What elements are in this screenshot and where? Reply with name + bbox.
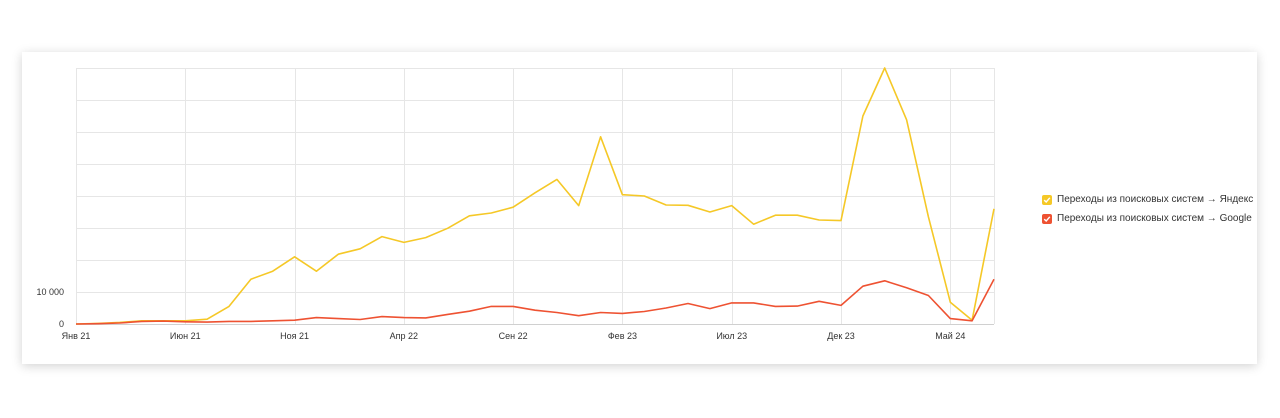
legend-label: Переходы из поисковых систем → Яндекс [1057,194,1254,205]
x-tick-label: Апр 22 [390,331,418,341]
x-tick-label: Дек 23 [827,331,855,341]
x-tick-label: Ноя 21 [280,331,309,341]
x-tick-label: Янв 21 [62,331,91,341]
x-tick-label: Июл 23 [716,331,747,341]
legend-label: Переходы из поисковых систем → Google [1057,213,1252,224]
line-chart: 0 10 000 Янв 21 Июн 21 Ноя 21 Апр 22 Сен 22 Фев… [36,67,995,341]
x-tick-label: Сен 22 [499,331,528,341]
legend-item-yandex[interactable]: Переходы из поисковых систем → Яндекс [1042,190,1253,209]
y-tick-label: 10 000 [36,287,64,297]
checkbox-checked-icon[interactable] [1042,213,1052,224]
chart-legend: Переходы из поисковых систем → Яндекс Пе… [1042,190,1253,228]
x-tick-label: Май 24 [935,331,965,341]
series-line-google [75,278,995,325]
x-tick-label: Июн 21 [170,331,201,341]
x-tick-label: Фев 23 [608,331,637,341]
chart-card: 0 10 000 Янв 21 Июн 21 Ноя 21 Апр 22 Сен 22 Фев… [22,52,1257,364]
y-tick-label: 0 [59,319,64,329]
legend-item-google[interactable]: Переходы из поисковых систем → Google [1042,209,1253,228]
checkbox-checked-icon[interactable] [1042,194,1052,205]
series-line-yandex [75,67,995,325]
